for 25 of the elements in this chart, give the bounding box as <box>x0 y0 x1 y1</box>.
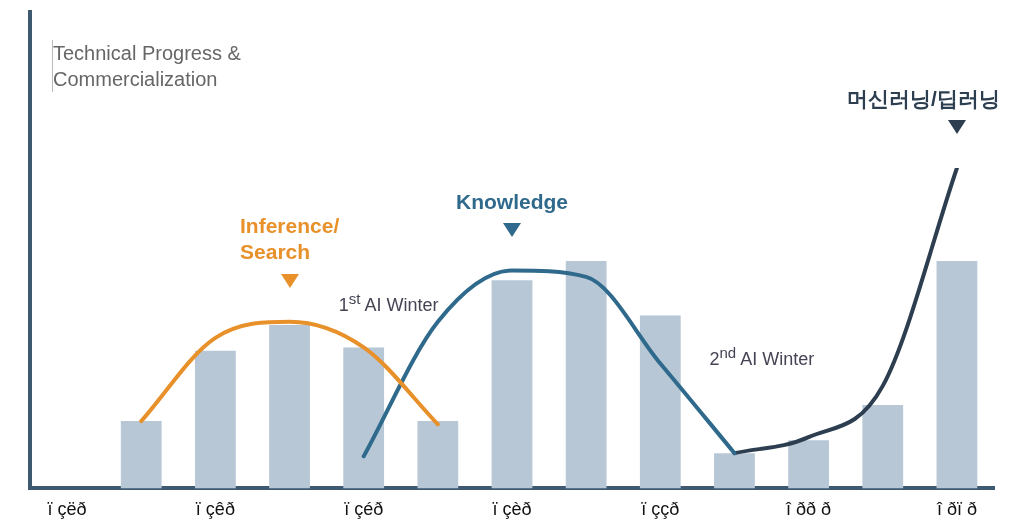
text: 머신러닝/딥러닝 <box>847 86 1000 112</box>
bar <box>639 315 681 489</box>
x-tick-label: î ðï ð <box>935 499 977 520</box>
bar <box>417 421 459 489</box>
text: Inference/ Search <box>240 212 340 266</box>
bar <box>120 421 162 489</box>
x-tick-label: ï çéð <box>344 499 384 520</box>
x-tick-label: î ðð ð <box>785 499 832 520</box>
bar <box>269 325 310 489</box>
bar <box>194 350 236 489</box>
bar <box>565 260 607 489</box>
text: Knowledge <box>456 188 569 215</box>
annotation: 1$^{st}$ AI Winter <box>338 289 439 316</box>
bar <box>936 260 978 489</box>
annotation: 2$^{nd}$ AI Winter <box>709 344 815 371</box>
bar <box>788 440 830 489</box>
bar <box>862 405 904 489</box>
bar <box>714 453 755 489</box>
y-axis-title: Technical Progress & Commercialization <box>52 40 263 92</box>
x-tick-label: ï çêð <box>195 499 235 520</box>
bar <box>491 280 533 489</box>
bar <box>343 347 385 489</box>
x-tick-label: ï çèð <box>492 499 532 520</box>
x-tick-label: ï çëð <box>47 499 87 520</box>
x-tick-label: ï ççð <box>641 499 680 520</box>
